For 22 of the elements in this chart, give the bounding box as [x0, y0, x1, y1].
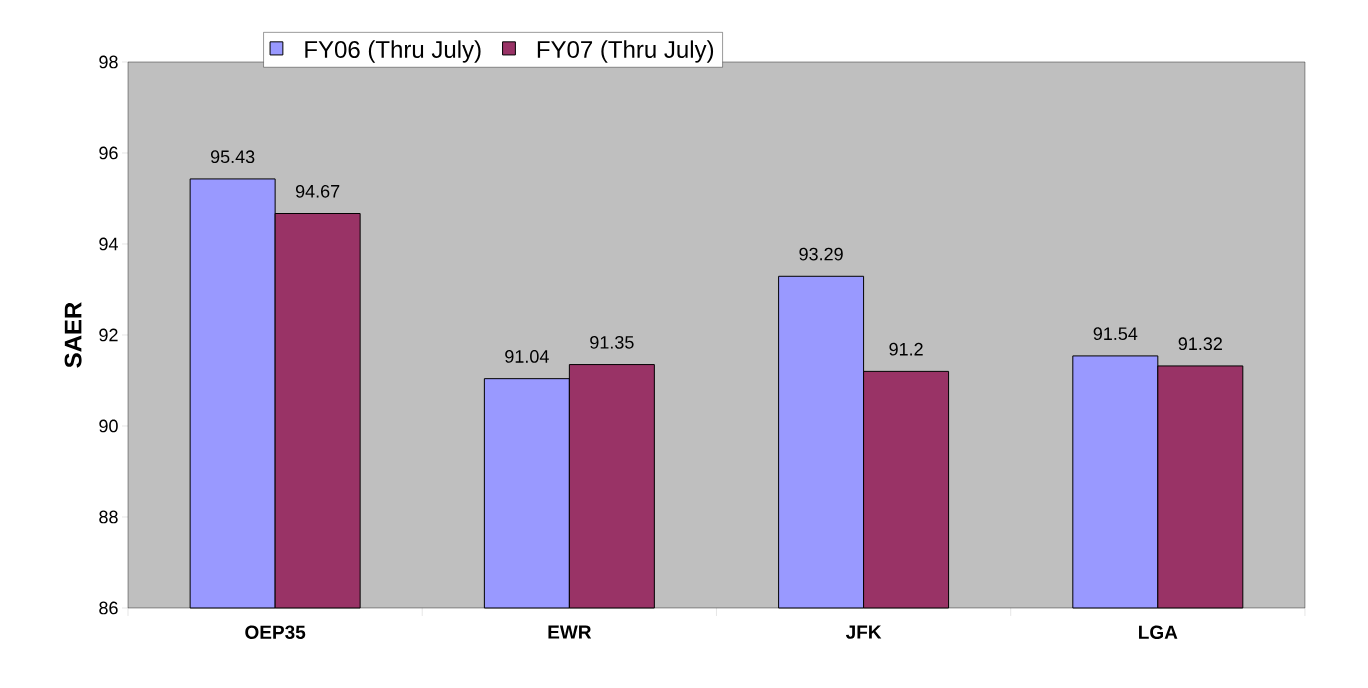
data-label: 91.04 [505, 350, 549, 363]
y-tick-label: 86 [99, 601, 118, 615]
y-tick-label: 92 [99, 328, 118, 342]
x-tick-label: OEP35 [245, 625, 306, 639]
x-tick-label: EWR [548, 625, 592, 639]
legend-label: FY07 (Thru July) [537, 40, 714, 63]
y-axis-title: SAER [64, 302, 82, 368]
data-label: 91.2 [889, 342, 923, 356]
data-label: 93.29 [799, 247, 843, 261]
y-tick-label: 98 [99, 55, 118, 69]
data-label: 91.32 [1178, 337, 1222, 351]
x-tick-label: LGA [1139, 625, 1178, 639]
y-tick-label: 96 [99, 146, 118, 160]
y-tick-label: 94 [99, 237, 118, 251]
x-tick-label: JFK [845, 625, 882, 639]
data-label: 94.67 [295, 184, 340, 198]
data-label: 91.35 [590, 335, 634, 349]
data-label: 95.43 [210, 150, 255, 164]
legend-label: FY06 (Thru July) [305, 40, 481, 63]
y-tick-label: 90 [99, 419, 118, 433]
y-tick-label: 88 [99, 510, 118, 524]
data-label: 91.54 [1093, 327, 1138, 341]
